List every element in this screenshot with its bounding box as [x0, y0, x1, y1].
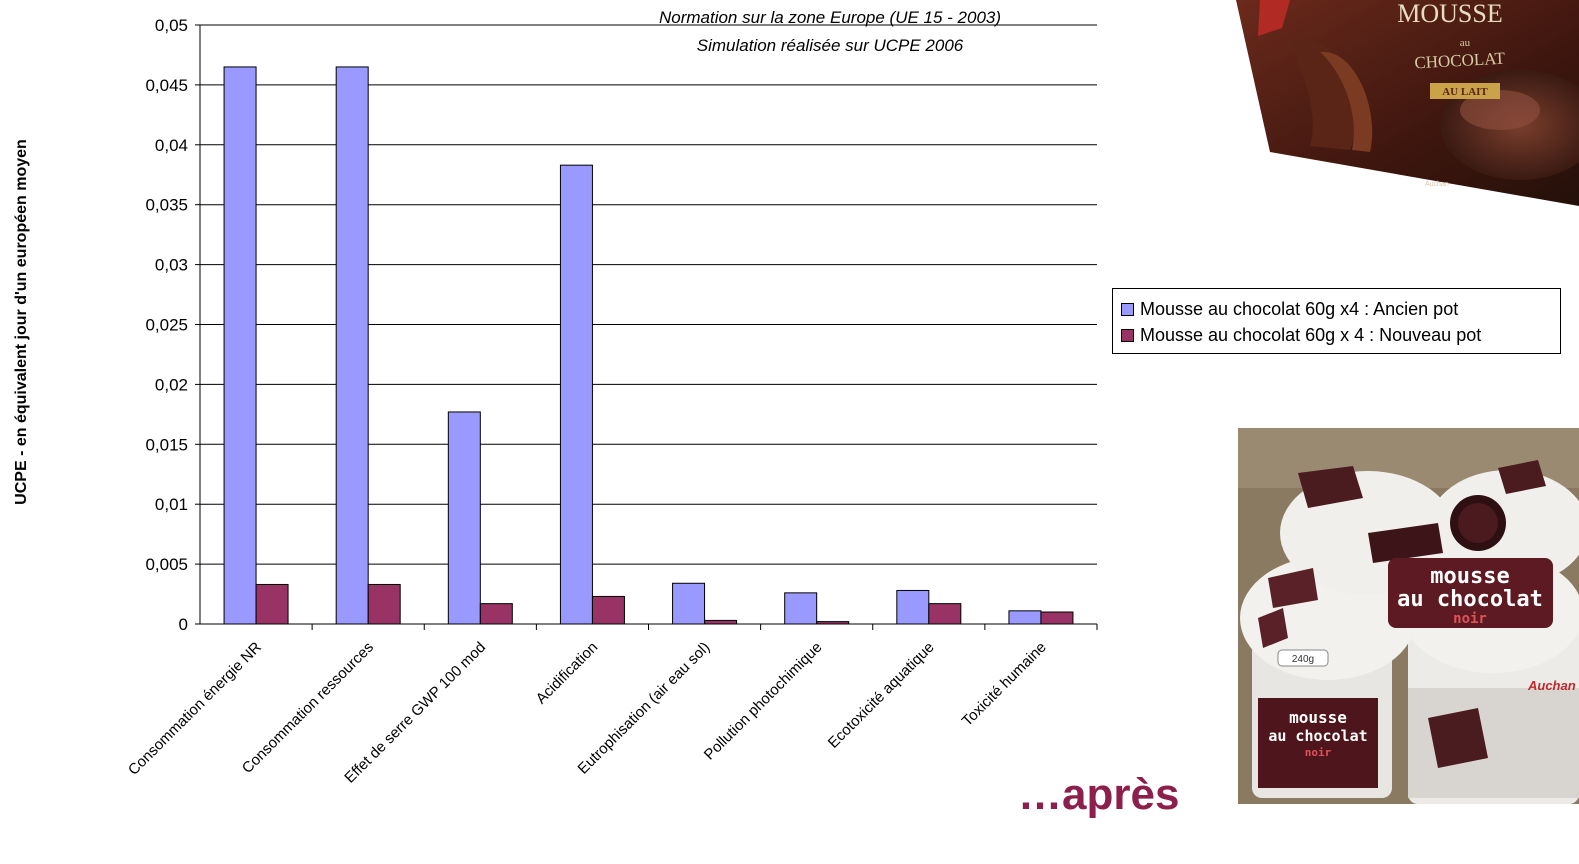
- x-tick-label: Ecotoxicité aquatique: [825, 639, 938, 752]
- bar-ancien: [559, 164, 593, 625]
- lid-text-noir: noir: [1453, 611, 1487, 627]
- au-lait-banner: [1430, 83, 1500, 99]
- pack-title-chocolat: CHOCOLAT: [1414, 49, 1506, 73]
- pack-title-au-lait: AU LAIT: [1442, 86, 1488, 98]
- bar-ancien: [1008, 610, 1042, 625]
- y-tick-label: 0,05: [155, 16, 188, 35]
- legend-swatch-ancien: [1121, 302, 1134, 316]
- chart-note-simulation: Simulation réalisée sur UCPE 2006: [696, 36, 964, 55]
- x-tick-label: Eutrophisation (air eau sol): [575, 639, 714, 778]
- bar-nouveau: [479, 603, 513, 625]
- y-tick-label: 0,015: [145, 435, 188, 454]
- y-tick-label: 0,04: [155, 136, 188, 155]
- bar-ancien: [447, 411, 481, 625]
- pot-text-noir: noir: [1305, 746, 1332, 759]
- y-tick-label: 0,045: [145, 76, 188, 95]
- x-tick-label: Toxicité humaine: [959, 639, 1050, 730]
- bar-ancien: [672, 582, 706, 625]
- y-tick-label: 0,005: [145, 555, 188, 574]
- bar-ancien: [335, 66, 369, 625]
- y-tick-label: 0,01: [155, 495, 188, 514]
- x-tick-label: Acidification: [533, 639, 602, 708]
- pot-brand: Auchan: [1527, 678, 1576, 693]
- bar-nouveau: [255, 583, 289, 625]
- pot-text-au-chocolat: au chocolat: [1268, 727, 1367, 745]
- bar-nouveau: [704, 619, 738, 625]
- legend-label-ancien: Mousse au chocolat 60g x4 : Ancien pot: [1140, 298, 1459, 319]
- y-tick-label: 0,025: [145, 316, 188, 335]
- x-tick-label: Consommation énergie NR: [125, 639, 265, 779]
- y-tick-label: 0,03: [155, 256, 188, 275]
- legend-label-nouveau: Mousse au chocolat 60g x 4 : Nouveau pot: [1140, 324, 1482, 345]
- bar-ancien: [784, 592, 818, 625]
- pack-title-mousse: MOUSSE: [1397, 0, 1502, 28]
- bar-nouveau: [816, 621, 850, 625]
- pot-text-mousse: mousse: [1289, 708, 1347, 727]
- y-tick-label: 0,02: [155, 375, 188, 394]
- product-photo-old-pack: MOUSSE au CHOCOLAT AU LAIT Auchan: [1230, 0, 1579, 206]
- bar-nouveau: [928, 603, 962, 625]
- y-axis-label: UCPE - en équivalent jour d'un européen …: [13, 139, 30, 505]
- product-photo-new-pots: mousse au chocolat noir 240g mousse au c…: [1238, 428, 1579, 804]
- lid-text-mousse: mousse: [1430, 564, 1509, 589]
- bar-nouveau: [367, 583, 401, 625]
- bar-nouveau: [591, 595, 625, 625]
- chart-note-normation: Normation sur la zone Europe (UE 15 - 20…: [658, 8, 1002, 27]
- y-tick-label: 0,035: [145, 196, 188, 215]
- legend-swatch-nouveau: [1121, 328, 1134, 342]
- y-tick-label: 0: [179, 615, 188, 634]
- caption-apres: …après: [1018, 770, 1180, 819]
- lid-text-au-chocolat: au chocolat: [1397, 587, 1543, 612]
- x-tick-label: Pollution photochimique: [701, 639, 826, 764]
- bar-ancien: [896, 589, 930, 625]
- legend-item-nouveau: Mousse au chocolat 60g x 4 : Nouveau pot: [1121, 322, 1560, 348]
- lid-weight: 240g: [1292, 654, 1314, 665]
- x-tick-label: Consommation ressources: [239, 639, 377, 777]
- chart-legend: Mousse au chocolat 60g x4 : Ancien pot M…: [1112, 288, 1561, 354]
- bar-nouveau: [1040, 611, 1074, 625]
- bar-ancien: [223, 66, 257, 625]
- pack-brand-top: Auchan: [1425, 181, 1449, 188]
- legend-item-ancien: Mousse au chocolat 60g x4 : Ancien pot: [1121, 296, 1560, 322]
- pack-title-au: au: [1460, 37, 1471, 49]
